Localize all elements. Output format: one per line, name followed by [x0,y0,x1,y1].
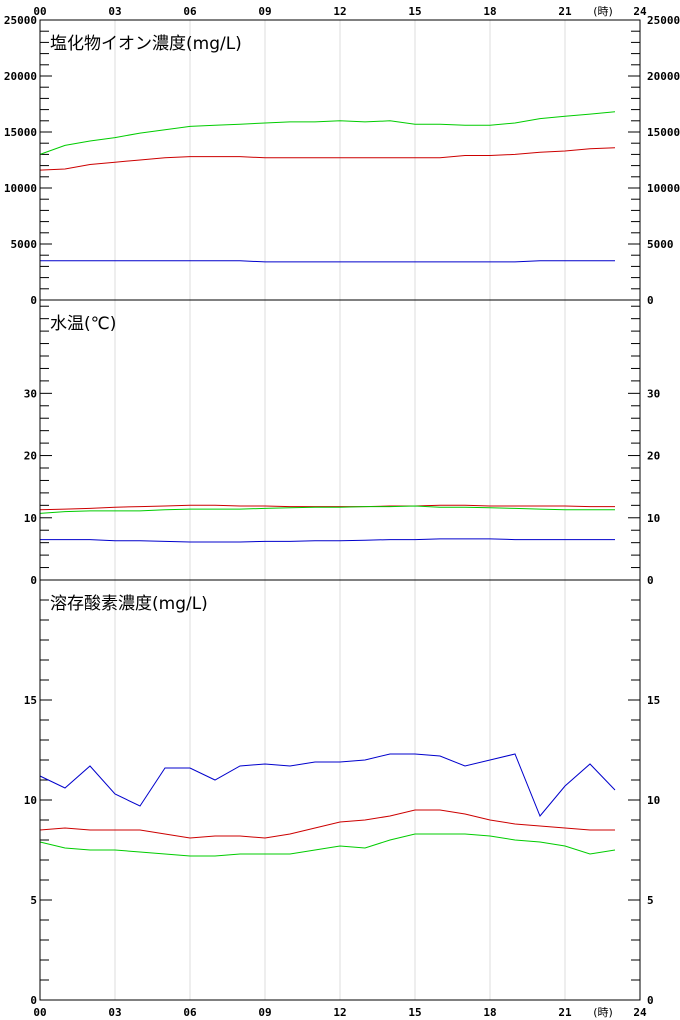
y-tick-label-left: 5000 [11,238,38,251]
x-tick-label-top: 06 [183,5,197,18]
x-tick-label-bottom: 06 [183,1006,197,1019]
x-tick-label-top: 15 [408,5,421,18]
y-tick-label-left: 10000 [4,182,37,195]
y-tick-label-right: 30 [647,387,660,400]
y-tick-label-right: 5000 [647,238,674,251]
x-tick-label-bottom: 24 [633,1006,647,1019]
y-tick-label-left: 30 [24,387,37,400]
x-tick-label-bottom: 03 [108,1006,121,1019]
y-tick-label-left: 0 [30,994,37,1007]
series-line-water-temp-1 [39,504,615,511]
series-line-chloride-2 [39,147,616,171]
series-layer [39,111,616,857]
x-tick-label-top: 21 [558,5,572,18]
label-layer: 000003030606090912121515181821212424(時)(… [4,5,680,1019]
y-tick-label-right: 0 [647,994,654,1007]
y-tick-label-right: 0 [647,574,654,587]
y-tick-label-right: 15000 [647,126,680,139]
y-tick-label-left: 0 [30,574,37,587]
x-tick-label-top: 09 [258,5,271,18]
x-tick-label-bottom: 09 [258,1006,271,1019]
y-tick-label-right: 10000 [647,182,680,195]
x-unit-label-bottom: (時) [593,1006,613,1019]
y-tick-label-right: 10 [647,512,660,525]
y-tick-label-left: 15000 [4,126,37,139]
y-tick-label-right: 15 [647,694,660,707]
series-line-dissolved-oxygen-3 [39,833,616,857]
x-tick-label-top: 18 [483,5,496,18]
panel-title-dissolved-oxygen: 溶存酸素濃度(mg/L) [50,594,208,614]
y-tick-label-left: 20000 [4,70,37,83]
grid-layer [114,20,566,1000]
plot-frame [39,19,641,1001]
x-tick-label-bottom: 12 [333,1006,346,1019]
frame-layer [39,19,641,1001]
x-tick-label-bottom: 18 [483,1006,496,1019]
y-tick-label-right: 5 [647,894,654,907]
y-tick-label-right: 0 [647,294,654,307]
series-line-water-temp-3 [40,538,615,543]
y-tick-label-left: 25000 [4,14,37,27]
series-line-dissolved-oxygen-2 [39,809,615,839]
y-tick-label-right: 20 [647,450,660,463]
tick-layer [40,30,640,981]
y-tick-label-left: 10 [24,794,37,807]
series-line-chloride-1 [39,111,616,155]
panel-title-chloride: 塩化物イオン濃度(mg/L) [50,34,242,54]
y-tick-label-left: 10 [24,512,37,525]
y-tick-label-right: 20000 [647,70,680,83]
series-line-dissolved-oxygen-1 [39,753,616,817]
x-tick-label-top: 00 [33,5,46,18]
x-tick-label-bottom: 15 [408,1006,421,1019]
series-line-chloride-3 [40,260,615,263]
x-tick-label-bottom: 21 [558,1006,572,1019]
series-line-water-temp-2 [39,505,615,514]
x-tick-label-bottom: 00 [33,1006,46,1019]
x-unit-label-top: (時) [593,5,613,18]
y-tick-label-left: 20 [24,450,37,463]
x-tick-label-top: 12 [333,5,346,18]
y-tick-label-left: 5 [30,894,37,907]
y-tick-label-right: 25000 [647,14,680,27]
y-tick-label-right: 10 [647,794,660,807]
y-tick-label-left: 15 [24,694,37,707]
y-tick-label-left: 0 [30,294,37,307]
panel-title-water-temp: 水温(℃) [50,314,116,334]
x-tick-label-top: 03 [108,5,121,18]
x-tick-label-top: 24 [633,5,647,18]
